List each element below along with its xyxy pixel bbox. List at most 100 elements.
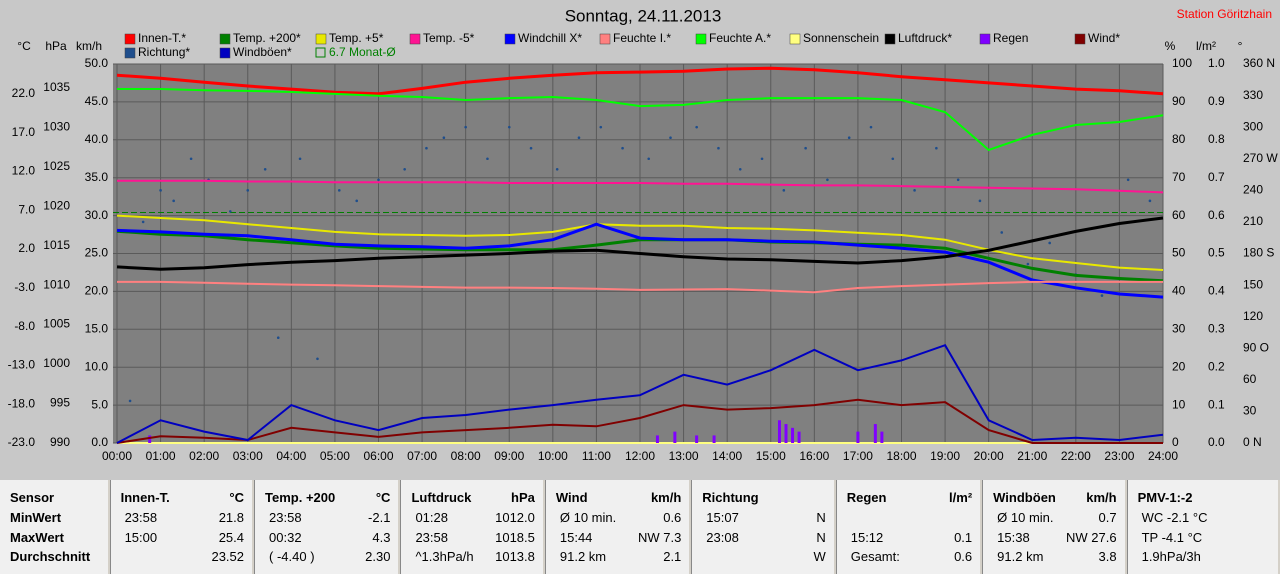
table-cell: 1018.5 [495,529,535,545]
legend-label: Temp. -5* [423,31,475,45]
series-line [117,280,1163,294]
direction-point [669,136,672,139]
legend-swatch [315,33,327,45]
x-tick-label: 18:00 [886,449,916,463]
chart-title: Sonntag, 24.11.2013 [565,6,722,25]
legend-swatch [979,33,991,45]
y-tick-label: 120 [1243,309,1263,323]
y-tick-label: 0 [1172,435,1179,449]
direction-point [956,178,960,182]
table-cell: 23:08 [706,529,739,545]
y-tick-label: 1015 [43,238,70,252]
rain-bar [777,420,781,443]
table-cell: Ø 10 min. [997,510,1054,525]
table-cell: 0.1 [954,529,973,545]
table-cell: 0.6 [954,549,973,564]
legend-label: Regen [993,31,1028,45]
rain-bar [712,435,716,443]
column-unit: km/h [1086,490,1117,505]
y-tick-label: 995 [50,396,70,410]
column-unit: km/h [650,490,682,505]
series-line [117,179,1164,194]
table-cell: ( -4.40 ) [269,549,315,564]
y-tick-label: 35.0 [85,170,109,184]
table-cell: 15:38 [997,529,1030,545]
legend-swatch [504,33,516,45]
direction-point [738,167,742,171]
y-tick-label: 50 [1172,246,1186,260]
table-cell: 00:32 [269,529,302,545]
table-column: Innen-T. °C 23:58 21.8 15:00 25.4 23.52 [109,480,253,574]
y-tick-label: 0.0 [1208,435,1225,449]
y-tick-label: 25.0 [85,246,109,260]
x-tick-label: 07:00 [407,449,437,463]
y-tick-label: 0 N [1243,435,1262,449]
direction-point [189,157,193,161]
y-tick-label: 0.4 [1208,284,1225,298]
legend-swatch [219,33,231,45]
direction-point [276,336,280,340]
column-header: Sensor [10,490,55,505]
table-column: Richtung 15:07 N 23:08 N W [691,480,834,574]
table-cell: 2.30 [365,549,391,564]
y-tick-label: -3.0 [14,280,35,294]
y-tick-label: 330 [1243,88,1263,102]
table-cell: 15:00 [124,529,158,545]
y-tick-label: 2.0 [18,241,35,255]
station-name: Station Göritzhain [1177,7,1272,21]
legend-label: Sonnenschein [803,31,879,45]
y-tick-label: 90 [1172,94,1186,108]
column-header: Regen [846,490,887,505]
x-tick-label: 16:00 [799,449,829,463]
direction-point [529,146,533,150]
axis-label: ° [1238,39,1243,53]
series-line [116,229,1164,283]
x-tick-label: 14:00 [712,449,742,463]
x-tick-label: 17:00 [843,449,873,463]
y-tick-label: 1020 [43,198,70,212]
y-tick-label: 100 [1172,56,1192,70]
direction-point [647,157,651,161]
column-header: Richtung [702,490,759,505]
x-tick-label: 00:00 [102,449,132,463]
direction-point [847,136,851,139]
direction-point [1126,178,1130,182]
y-tick-label: 1000 [43,356,70,370]
y-tick-label: 70 [1172,170,1186,184]
rain-bar [655,435,659,443]
table-cell: MinWert [10,510,62,525]
y-tick-label: -23.0 [8,435,36,449]
y-tick-label: 60 [1172,208,1186,222]
table-cell: NW 27.6 [1066,529,1117,545]
table-cell: 1013.8 [495,549,535,564]
column-unit: °C [375,490,391,505]
y-tick-label: 360 N [1243,56,1275,70]
column-unit: hPa [511,490,535,505]
rain-bar [873,424,877,443]
y-tick-label: 1.0 [1208,56,1225,70]
y-tick-label: 10 [1172,397,1186,411]
y-tick-label: 1010 [43,277,70,291]
y-tick-label: 30 [1243,404,1257,418]
direction-point [246,189,250,192]
direction-point [159,189,162,192]
y-tick-label: 90 O [1243,340,1269,354]
table-cell: N [816,529,826,545]
y-tick-label: 17.0 [12,125,36,139]
table-cell: 15:07 [706,510,739,525]
legend-swatch [599,33,611,45]
legend-swatch [315,47,326,58]
table-column: Temp. +200 °C 23:58 -2.1 00:32 4.3 ( -4.40 ) 2.… [254,480,399,574]
x-tick-label: 01:00 [146,449,176,463]
y-tick-label: 20.0 [85,284,109,298]
table-cell: Gesamt: [850,549,900,564]
rain-bar [695,435,699,443]
table-cell: 23.52 [211,549,245,564]
x-tick-label: 03:00 [233,449,263,463]
direction-point [377,178,380,182]
direction-point [486,157,489,161]
table-cell: 15:44 [559,529,593,545]
direction-point [913,189,916,192]
x-tick-label: 21:00 [1017,449,1047,463]
legend-label: Wind* [1088,31,1120,45]
